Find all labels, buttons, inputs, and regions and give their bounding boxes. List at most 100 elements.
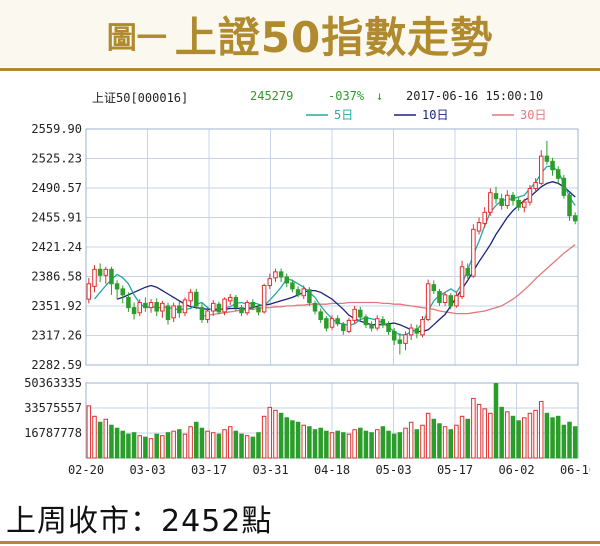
volume-bar bbox=[120, 430, 126, 459]
x-tick-label: 06-16 bbox=[560, 463, 590, 477]
candle-body bbox=[431, 284, 437, 292]
figure-title-text: 上證50指數走勢 bbox=[174, 13, 494, 62]
volume-bar bbox=[165, 432, 171, 459]
volume-bar bbox=[567, 421, 572, 459]
candle-body bbox=[369, 324, 374, 329]
candle-body bbox=[527, 187, 533, 203]
volume-bar bbox=[505, 411, 510, 459]
candle-body bbox=[538, 155, 544, 184]
chart-panel: 上证50[000016] 245279 -037% ↓ 2017-06-16 1… bbox=[10, 82, 590, 490]
volume-bar bbox=[533, 409, 538, 459]
volume-bar bbox=[160, 435, 165, 459]
candle-body bbox=[465, 267, 470, 276]
volume-bar bbox=[329, 432, 335, 459]
volume-bar bbox=[154, 433, 159, 459]
candle-body bbox=[120, 288, 126, 296]
candle-body bbox=[92, 268, 97, 287]
candle-body bbox=[544, 155, 550, 162]
candle-body bbox=[358, 309, 363, 318]
y-tick-label: 2559.90 bbox=[31, 122, 82, 136]
candle-body bbox=[386, 324, 391, 332]
volume-bar bbox=[278, 412, 284, 459]
volume-bar bbox=[114, 427, 120, 459]
volume-bar bbox=[386, 430, 391, 459]
volume-bar bbox=[301, 424, 306, 459]
candle-body bbox=[391, 330, 397, 341]
volume-bar bbox=[431, 418, 437, 459]
volume-bar bbox=[374, 429, 380, 459]
volume-bar bbox=[555, 415, 561, 459]
figure-prefix: 圖一 bbox=[106, 21, 167, 56]
volume-bar bbox=[290, 420, 295, 459]
y-tick-label: 2490.57 bbox=[31, 181, 82, 195]
quote-datetime: 2017-06-16 15:00:10 bbox=[406, 89, 544, 103]
candle-body bbox=[244, 302, 250, 314]
candle-body bbox=[216, 303, 222, 313]
volume-bar bbox=[335, 430, 340, 459]
volume-bar bbox=[465, 418, 470, 459]
volume-bar bbox=[397, 432, 403, 459]
ma10-line bbox=[116, 181, 576, 333]
candle-body bbox=[346, 319, 352, 332]
volume-bar bbox=[522, 417, 527, 459]
candle-body bbox=[267, 278, 273, 287]
volume-bar bbox=[267, 406, 273, 459]
volume-bar bbox=[222, 429, 227, 459]
candle-body bbox=[165, 305, 171, 321]
volume-bar bbox=[261, 415, 267, 459]
candle-body bbox=[380, 319, 386, 326]
volume-bar bbox=[227, 426, 233, 459]
volume-bar bbox=[216, 433, 222, 459]
ma30-line bbox=[201, 244, 576, 317]
candle-body bbox=[420, 319, 425, 336]
volume-bar bbox=[92, 415, 97, 459]
quote-header: 上证50[000016] 245279 -037% ↓ 2017-06-16 1… bbox=[10, 82, 600, 105]
x-tick-label: 03-17 bbox=[191, 463, 227, 477]
candle-body bbox=[476, 222, 482, 232]
candle-body bbox=[442, 294, 448, 304]
candle-body bbox=[199, 307, 205, 321]
volume-tick-label: 50363335 bbox=[24, 376, 82, 390]
candle-body bbox=[171, 305, 176, 319]
volume-bar bbox=[442, 426, 448, 459]
volume-bar bbox=[408, 421, 414, 459]
volume-bar bbox=[131, 432, 137, 459]
volume-bar bbox=[137, 435, 142, 459]
volume-tick-label: 33575557 bbox=[24, 401, 82, 415]
volume-bar bbox=[250, 436, 256, 459]
volume-bar bbox=[516, 420, 521, 459]
candle-body bbox=[522, 201, 527, 208]
candle-body bbox=[516, 199, 521, 208]
volume-bar bbox=[143, 436, 148, 459]
candle-body bbox=[448, 295, 454, 307]
volume-bar bbox=[324, 430, 329, 459]
volume-bar bbox=[403, 427, 408, 459]
volume-bar bbox=[380, 426, 386, 459]
candle-body bbox=[143, 302, 148, 309]
x-tick-label: 03-03 bbox=[129, 463, 165, 477]
volume-bar bbox=[148, 438, 154, 459]
volume-bar bbox=[86, 405, 92, 459]
y-tick-label: 2386.58 bbox=[31, 270, 82, 284]
volume-bar bbox=[493, 383, 499, 459]
x-tick-label: 04-18 bbox=[314, 463, 350, 477]
volume-bar bbox=[561, 424, 567, 459]
volume-bar bbox=[244, 435, 250, 459]
candle-body bbox=[324, 318, 329, 329]
candle-body bbox=[335, 318, 340, 325]
candle-body bbox=[227, 296, 233, 302]
candle-body bbox=[555, 169, 561, 179]
candle-body bbox=[210, 302, 216, 312]
volume-bar bbox=[233, 430, 239, 459]
candle-body bbox=[437, 290, 442, 304]
candle-body bbox=[312, 302, 318, 312]
volume-bar bbox=[471, 397, 476, 459]
candle-body bbox=[278, 271, 284, 278]
volume-bar bbox=[171, 430, 176, 459]
volume-bar bbox=[510, 415, 516, 459]
candle-body bbox=[194, 291, 199, 307]
volume-bar bbox=[476, 403, 482, 459]
candle-body bbox=[137, 302, 142, 314]
volume-bar bbox=[437, 423, 442, 459]
volume-bar bbox=[488, 412, 493, 459]
